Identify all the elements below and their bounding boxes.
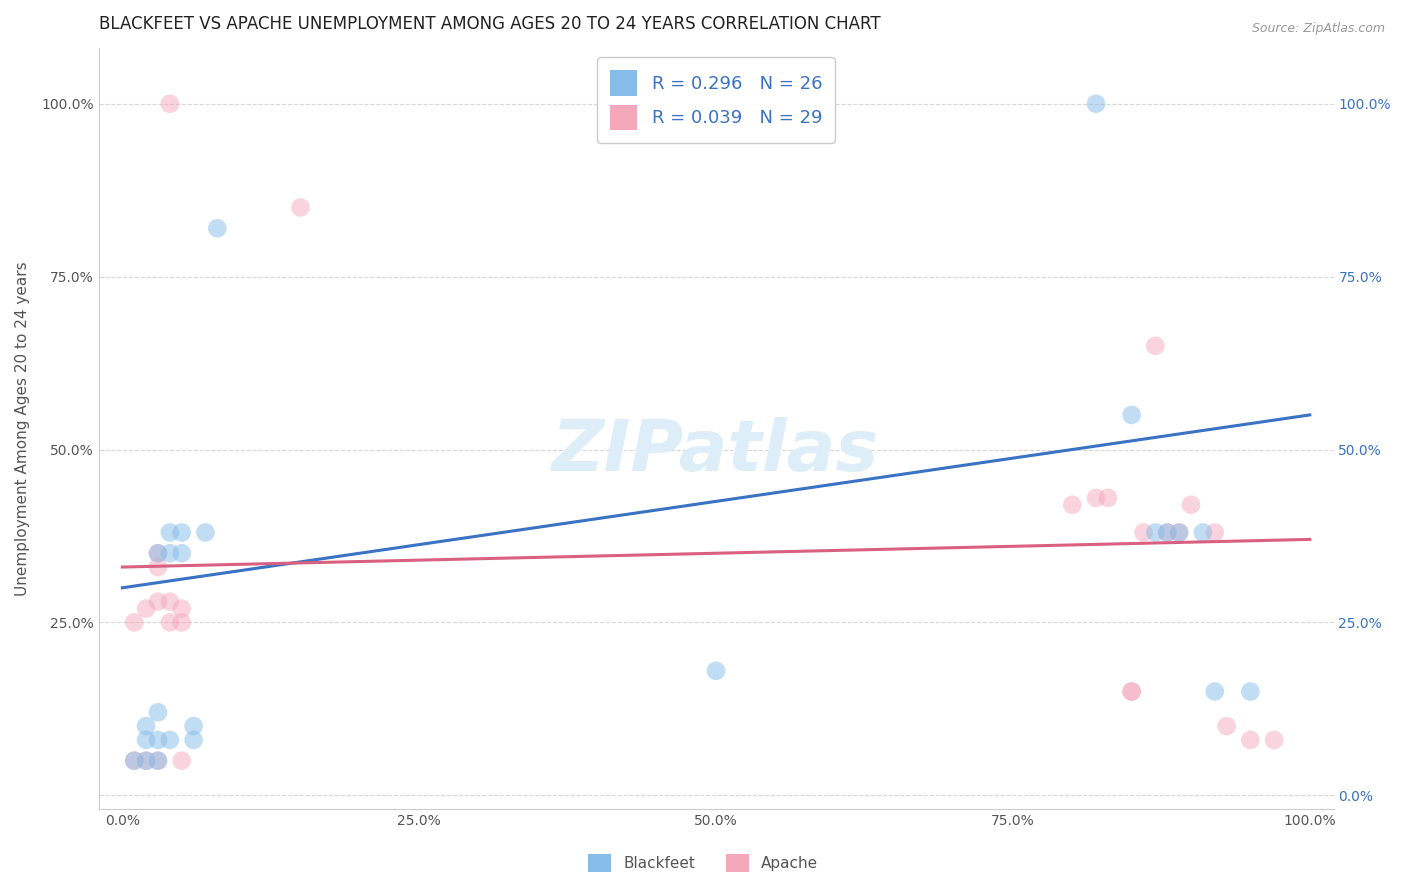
Point xyxy=(290,201,312,215)
Point xyxy=(135,601,157,615)
Point xyxy=(1204,684,1226,698)
Point xyxy=(1085,96,1108,111)
Point xyxy=(1121,684,1143,698)
Point xyxy=(1215,719,1237,733)
Point xyxy=(146,706,169,720)
Point xyxy=(183,733,205,747)
Point xyxy=(1239,684,1261,698)
Point xyxy=(1168,525,1191,540)
Point xyxy=(159,615,181,630)
Point xyxy=(1121,684,1143,698)
Point xyxy=(122,754,145,768)
Point xyxy=(159,546,181,560)
Point xyxy=(146,560,169,574)
Point xyxy=(159,96,181,111)
Point xyxy=(1062,498,1084,512)
Point xyxy=(170,525,193,540)
Point xyxy=(194,525,217,540)
Point xyxy=(122,754,145,768)
Point xyxy=(146,546,169,560)
Point xyxy=(1144,525,1167,540)
Point xyxy=(135,719,157,733)
Point xyxy=(146,754,169,768)
Legend: R = 0.296   N = 26, R = 0.039   N = 29: R = 0.296 N = 26, R = 0.039 N = 29 xyxy=(598,57,835,143)
Legend: Blackfeet, Apache: Blackfeet, Apache xyxy=(581,846,825,880)
Point xyxy=(704,664,727,678)
Point xyxy=(1144,339,1167,353)
Point xyxy=(1085,491,1108,505)
Point xyxy=(1239,733,1261,747)
Point xyxy=(170,754,193,768)
Point xyxy=(159,594,181,608)
Point xyxy=(1097,491,1119,505)
Text: Source: ZipAtlas.com: Source: ZipAtlas.com xyxy=(1251,22,1385,36)
Point xyxy=(159,733,181,747)
Point xyxy=(146,594,169,608)
Point xyxy=(135,754,157,768)
Point xyxy=(1121,408,1143,422)
Point xyxy=(170,615,193,630)
Point xyxy=(135,754,157,768)
Point xyxy=(1132,525,1154,540)
Text: ZIPatlas: ZIPatlas xyxy=(553,417,880,486)
Point xyxy=(207,221,229,235)
Point xyxy=(146,754,169,768)
Point xyxy=(1180,498,1202,512)
Point xyxy=(170,546,193,560)
Point xyxy=(1204,525,1226,540)
Text: BLACKFEET VS APACHE UNEMPLOYMENT AMONG AGES 20 TO 24 YEARS CORRELATION CHART: BLACKFEET VS APACHE UNEMPLOYMENT AMONG A… xyxy=(98,15,880,33)
Point xyxy=(1263,733,1285,747)
Point xyxy=(1168,525,1191,540)
Point xyxy=(146,546,169,560)
Point xyxy=(170,601,193,615)
Point xyxy=(183,719,205,733)
Point xyxy=(135,733,157,747)
Point xyxy=(146,733,169,747)
Point xyxy=(1192,525,1215,540)
Y-axis label: Unemployment Among Ages 20 to 24 years: Unemployment Among Ages 20 to 24 years xyxy=(15,261,30,596)
Point xyxy=(159,525,181,540)
Point xyxy=(122,615,145,630)
Point xyxy=(1156,525,1178,540)
Point xyxy=(1156,525,1178,540)
